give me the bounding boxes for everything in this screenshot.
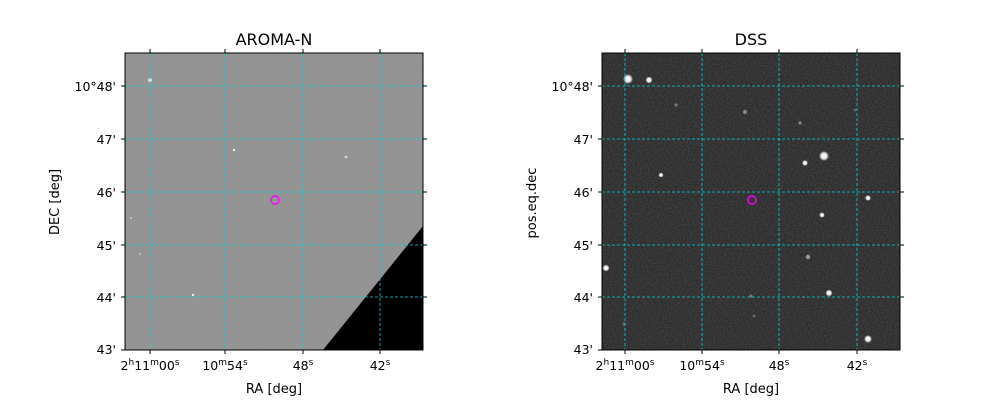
ra-tick-label: 48s <box>293 358 314 373</box>
panel-title: DSS <box>735 30 768 49</box>
sky-image <box>125 53 423 350</box>
dec-tick-label: 44' <box>574 290 593 305</box>
star <box>602 264 610 272</box>
panel-aroma-n: AROMA-N <box>48 30 427 397</box>
star <box>191 293 195 297</box>
star <box>853 108 857 112</box>
ra-tick-label: 2h11m00s <box>596 358 655 373</box>
image-noise <box>602 53 900 350</box>
dec-tick-label: 10°48' <box>552 79 594 94</box>
star <box>805 254 811 260</box>
star <box>658 172 664 178</box>
panel-dss: DSS <box>525 30 904 397</box>
dec-tick-label: 43' <box>574 342 593 357</box>
star <box>802 160 808 166</box>
tick-marks <box>598 49 904 354</box>
ra-tick-label: 42s <box>370 358 391 373</box>
star <box>743 110 747 114</box>
target-marker <box>747 195 757 205</box>
dec-tick-label: 46' <box>574 185 593 200</box>
star <box>645 76 653 84</box>
star <box>232 148 236 152</box>
dec-tick-labels: 10°48' 47' 46' 45' 44' 43' <box>552 79 594 357</box>
star <box>139 253 141 255</box>
sky-image <box>602 53 900 350</box>
ra-tick-label: 2h11m00s <box>121 358 180 373</box>
dec-tick-label: 45' <box>574 238 593 253</box>
y-axis-label: DEC [deg] <box>48 169 63 235</box>
ra-tick-labels: 2h11m00s 10m54s 48s 42s <box>121 358 391 373</box>
dec-tick-label: 44' <box>97 290 116 305</box>
dec-tick-label: 47' <box>574 132 593 147</box>
x-axis-label: RA [deg] <box>246 382 302 397</box>
star <box>865 195 871 201</box>
target-marker <box>270 195 280 205</box>
ra-tick-label: 10m54s <box>679 358 725 373</box>
axes-frame <box>601 52 901 351</box>
dec-tick-label: 46' <box>97 185 116 200</box>
dec-tick-label: 10°48' <box>75 79 117 94</box>
star <box>819 151 829 161</box>
star <box>344 155 348 159</box>
ra-tick-label: 10m54s <box>202 358 248 373</box>
dec-tick-label: 43' <box>97 342 116 357</box>
ra-tick-label: 42s <box>847 358 868 373</box>
star <box>674 103 678 107</box>
tick-marks <box>121 49 427 354</box>
star <box>798 121 802 125</box>
star <box>130 217 132 219</box>
panel-title: AROMA-N <box>236 30 313 49</box>
ra-tick-labels: 2h11m00s 10m54s 48s 42s <box>596 358 868 373</box>
coordinate-grid <box>602 53 900 350</box>
star <box>749 294 753 298</box>
star <box>623 74 633 84</box>
star <box>864 335 872 343</box>
star <box>819 212 825 218</box>
dec-tick-label: 47' <box>97 132 116 147</box>
axes-frame <box>124 52 424 351</box>
coverage-mask <box>323 226 423 350</box>
y-axis-label: pos.eq.dec <box>525 168 540 239</box>
star <box>752 314 756 318</box>
dec-tick-labels: 10°48' 47' 46' 45' 44' 43' <box>75 79 117 357</box>
coordinate-grid <box>125 53 423 350</box>
x-axis-label: RA [deg] <box>723 382 779 397</box>
dec-tick-label: 45' <box>97 238 116 253</box>
ra-tick-label: 48s <box>769 358 790 373</box>
star <box>825 289 833 297</box>
